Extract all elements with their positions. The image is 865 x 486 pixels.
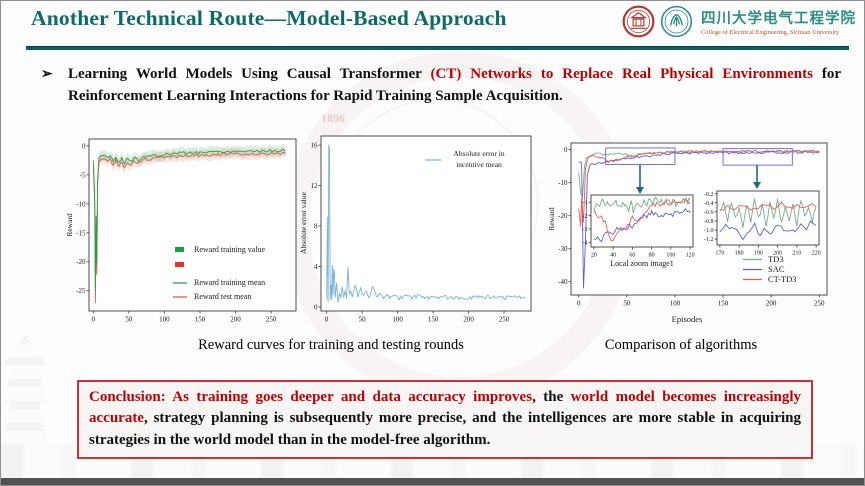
slide-title: Another Technical Route—Model-Based Appr… — [31, 6, 507, 30]
svg-text:120: 120 — [686, 253, 695, 259]
svg-text:100: 100 — [670, 300, 681, 308]
svg-text:0: 0 — [314, 303, 318, 311]
svg-text:-1: -1 — [583, 200, 588, 206]
svg-text:Reward test mean: Reward test mean — [194, 292, 251, 301]
svg-text:190: 190 — [754, 251, 763, 257]
svg-text:-1.0: -1.0 — [704, 228, 714, 234]
sichuan-university-seal-icon — [622, 5, 655, 43]
svg-text:0: 0 — [92, 316, 96, 324]
svg-text:80: 80 — [649, 253, 655, 259]
svg-text:Reward training mean: Reward training mean — [194, 278, 265, 287]
svg-text:100: 100 — [159, 316, 170, 324]
svg-text:0: 0 — [325, 316, 329, 324]
svg-text:50: 50 — [359, 316, 367, 324]
svg-text:200: 200 — [463, 316, 474, 324]
svg-text:150: 150 — [718, 300, 729, 308]
svg-text:-20: -20 — [76, 258, 86, 266]
svg-text:Episodes: Episodes — [672, 314, 703, 324]
conclusion-box: Conclusion: As training goes deeper and … — [77, 380, 813, 460]
svg-text:Reward: Reward — [547, 207, 556, 231]
svg-text:-5: -5 — [80, 171, 86, 179]
svg-text:Absolute error in: Absolute error in — [453, 149, 504, 158]
chart-reward-curves: 0 50 100 150 200 250 0 -5 -10 -15 -20 -25 Reward Rewa… — [65, 138, 297, 324]
svg-text:150: 150 — [195, 316, 206, 324]
svg-text:4: 4 — [314, 263, 318, 271]
chart-absolute-error: 0 50 100 150 200 250 0 4 8 12 16 Absolute error val… — [299, 135, 532, 324]
header-logos: 四川大学电气工程学院 College of Electrical Enginee… — [622, 5, 856, 43]
svg-text:40: 40 — [610, 253, 616, 259]
svg-text:incentive mean: incentive mean — [456, 160, 502, 169]
conclusion-text: Conclusion: As training goes deeper and … — [89, 389, 801, 448]
bullet-row: ➢ Learning World Models Using Causal Tra… — [41, 64, 841, 108]
pagoda-watermark — [3, 335, 47, 445]
bottom-bar — [1, 478, 864, 485]
svg-text:250: 250 — [266, 316, 277, 324]
svg-text:-0.2: -0.2 — [704, 192, 714, 198]
svg-text:Reward: Reward — [65, 213, 74, 237]
svg-text:SAC: SAC — [768, 264, 785, 274]
svg-text:50: 50 — [623, 300, 631, 308]
svg-text:180: 180 — [735, 251, 744, 257]
svg-text:12: 12 — [311, 182, 319, 190]
svg-text:-0.8: -0.8 — [704, 219, 714, 225]
svg-text:8: 8 — [314, 222, 318, 230]
svg-text:200: 200 — [766, 300, 777, 308]
chart-algorithm-comparison: 0 50 100 150 200 250 0 -10 -20 -30 -40 Reward Episod… — [547, 142, 828, 324]
svg-text:-10: -10 — [558, 179, 568, 187]
svg-text:16: 16 — [311, 142, 319, 150]
svg-text:-0.6: -0.6 — [704, 210, 714, 216]
svg-text:60: 60 — [629, 253, 635, 259]
svg-text:-4: -4 — [583, 240, 588, 246]
svg-text:210: 210 — [792, 251, 801, 257]
svg-text:-30: -30 — [558, 245, 568, 253]
svg-text:200: 200 — [230, 316, 241, 324]
svg-text:Absolute error value: Absolute error value — [299, 192, 308, 254]
svg-text:100: 100 — [392, 316, 403, 324]
svg-text:-10: -10 — [76, 200, 86, 208]
svg-text:-40: -40 — [558, 278, 568, 286]
svg-text:TD3: TD3 — [768, 254, 784, 264]
bullet-text: Learning World Models Using Causal Trans… — [68, 66, 842, 104]
svg-text:200: 200 — [773, 251, 782, 257]
caption-comparison: Comparison of algorithms — [604, 337, 758, 353]
svg-text:Local zoom image1: Local zoom image1 — [610, 259, 674, 268]
svg-text:0: 0 — [577, 300, 581, 308]
svg-text:170: 170 — [715, 251, 724, 257]
caption-reward-curves: Reward curves for training and testing r… — [198, 337, 464, 353]
svg-text:0: 0 — [564, 146, 568, 154]
svg-text:250: 250 — [814, 300, 825, 308]
svg-text:20: 20 — [591, 253, 597, 259]
header-divider — [26, 46, 849, 50]
svg-text:-3: -3 — [583, 227, 588, 233]
svg-text:CT-TD3: CT-TD3 — [768, 274, 797, 284]
svg-text:-25: -25 — [76, 287, 86, 295]
organization-name: 四川大学电气工程学院 College of Electrical Enginee… — [701, 11, 856, 36]
svg-text:0: 0 — [82, 142, 86, 150]
svg-text:-15: -15 — [76, 229, 86, 237]
svg-text:-2: -2 — [583, 214, 588, 220]
bullet-arrow-icon: ➢ — [41, 67, 53, 82]
svg-text:Reward training value: Reward training value — [194, 245, 266, 254]
svg-text:-0.4: -0.4 — [704, 201, 714, 207]
svg-text:150: 150 — [428, 316, 439, 324]
svg-text:-1.2: -1.2 — [704, 237, 714, 243]
svg-text:100: 100 — [666, 253, 675, 259]
svg-text:50: 50 — [125, 316, 133, 324]
college-emblem-icon — [660, 5, 693, 43]
seal-year-watermark: 1896 — [321, 111, 345, 125]
svg-text:220: 220 — [812, 251, 821, 257]
org-name-english: College of Electrical Engineering, Sichu… — [701, 28, 840, 36]
org-name-chinese: 四川大学电气工程学院 — [701, 11, 856, 28]
svg-text:250: 250 — [499, 316, 510, 324]
svg-text:-20: -20 — [558, 212, 568, 220]
